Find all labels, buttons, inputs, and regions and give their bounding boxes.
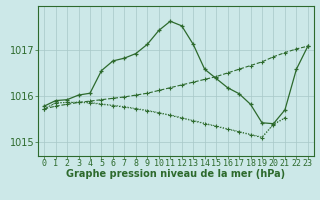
X-axis label: Graphe pression niveau de la mer (hPa): Graphe pression niveau de la mer (hPa) (67, 169, 285, 179)
